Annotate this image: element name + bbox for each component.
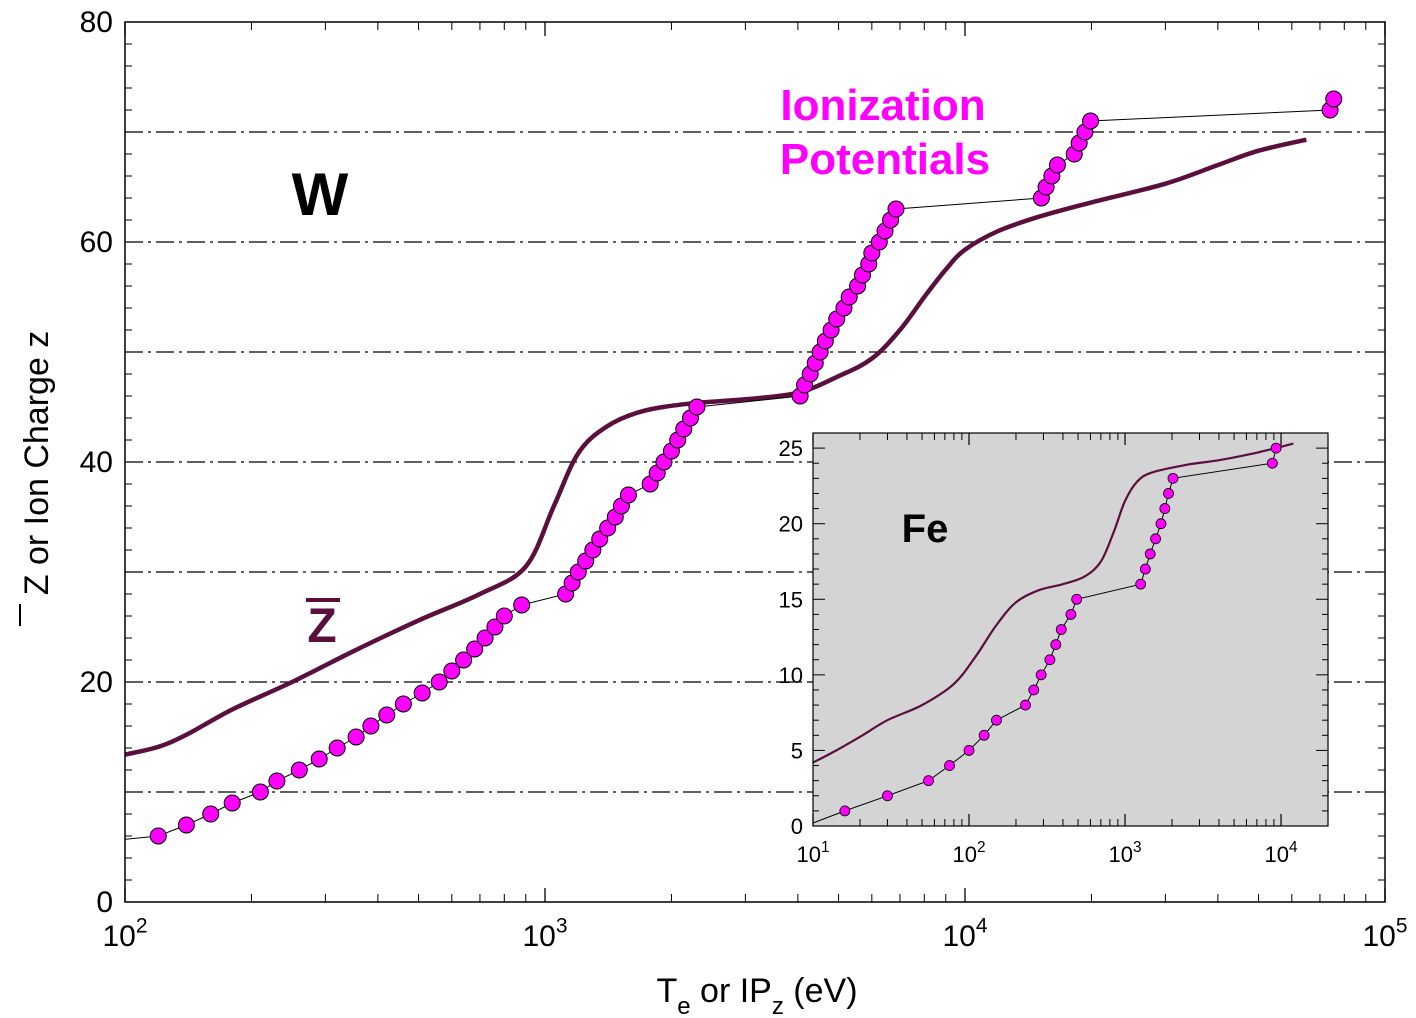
x-tick-label: 105 [1362,915,1407,954]
inset-y-tick-label: 15 [779,587,803,612]
ip-point [455,651,473,669]
main-series [124,90,1343,845]
inset-ip-point [923,775,934,787]
y-tick-label: 20 [80,666,113,699]
zbar-annotation: Z [306,598,340,653]
inset-ip-point [882,790,893,802]
y-tick-label: 80 [80,6,113,39]
ip-point [1048,156,1066,174]
element-label-w: W [292,161,349,228]
inset-ip-point [1050,639,1062,651]
inset-ip-point [1163,488,1174,499]
inset-ip-point [1135,578,1147,590]
x-axis-title: Te or IPz (eV) [656,972,857,1018]
ip-point [378,706,396,724]
inset-ip-point [1270,442,1282,454]
inset-series [812,442,1294,824]
inset-ip-point [1155,518,1167,530]
inset-x-tick-label: 104 [1265,839,1298,867]
inset-ip-point [1167,472,1179,484]
ip-point [413,684,431,702]
inset-background [813,433,1328,826]
inset-ip-point [1065,608,1077,620]
inset-fe-chart: 0 5 10 15 20 25 101 102 103 104 Fe [779,432,1329,867]
ip-point [223,794,241,812]
main-plot-frame [124,21,1386,903]
inset-x-tick-label: 101 [796,839,829,867]
ip-point [476,629,494,647]
ip-point [290,761,308,779]
ip-label-line2: Potentials [780,135,990,184]
inset-ip-point [1028,684,1040,696]
ip-point [688,398,706,416]
inset-ip-point [1144,548,1156,560]
inset-ip-point [1139,563,1151,575]
main-gridlines [125,131,1385,793]
y-tick-label: 60 [80,226,113,259]
ip-point [1082,112,1100,130]
ip-point [310,750,328,768]
x-tick-label: 102 [102,915,147,954]
inset-ticks [812,433,1328,826]
ip-point [202,805,220,823]
inset-x-tick-label: 103 [1109,839,1142,867]
ip-point [177,816,195,834]
inset-tick-labels: 0 5 10 15 20 25 101 102 103 104 [779,436,1298,867]
inset-ip-point [1159,503,1171,514]
inset-ip-point [1071,593,1083,605]
y-axis-title: Z or Ion Charge z [18,331,56,626]
inset-ip-point [1044,654,1056,666]
ip-point [149,827,167,845]
inset-plot-frame [812,432,1329,827]
y-axis-zbar: Z [18,575,56,596]
inset-ip-point [1055,624,1067,635]
inset-ip-point [978,729,990,741]
y-tick-label: 40 [80,446,113,479]
inset-ip-point [991,714,1002,726]
ip-point [887,200,905,218]
inset-y-tick-label: 25 [779,436,803,461]
ip-point [251,783,269,801]
inset-y-tick-label: 20 [779,512,803,537]
ip-point [268,772,286,790]
ip-point [1325,90,1343,108]
ip-point [362,717,380,735]
svg-text:Z or Ion Charge z: Z or Ion Charge z [18,331,56,596]
inset-y-tick-label: 10 [779,663,803,688]
inset-x-tick-label: 102 [952,839,985,867]
ip-point [394,695,412,713]
inset-element-label-fe: Fe [902,507,949,551]
ip-point [347,728,365,746]
zbar-label: Z [307,600,336,653]
ip-label-line1: Ionization [780,81,985,130]
y-tick-label: 0 [96,886,113,919]
inset-ip-point [1035,669,1047,681]
inset-ip-point [1150,533,1161,545]
inset-ip-point [1266,457,1278,469]
ip-point [466,640,484,658]
inset-y-tick-label: 0 [791,814,803,839]
inset-zbar-curve [812,442,1294,764]
x-tick-label: 104 [942,915,987,954]
ip-point [495,607,513,625]
ip-point [328,739,346,757]
inset-y-tick-label: 5 [791,738,803,763]
inset-ip-point [944,760,955,771]
inset-ip-point [1020,699,1031,711]
inset-ip-point [963,745,975,756]
ip-point [443,662,461,680]
zbar-curve [124,137,1307,757]
ip-point [486,618,504,636]
x-tick-label: 103 [522,915,567,954]
ip-point [513,596,531,614]
inset-ip-point [839,805,851,817]
ip-point [619,486,637,504]
ip-point [430,673,448,691]
